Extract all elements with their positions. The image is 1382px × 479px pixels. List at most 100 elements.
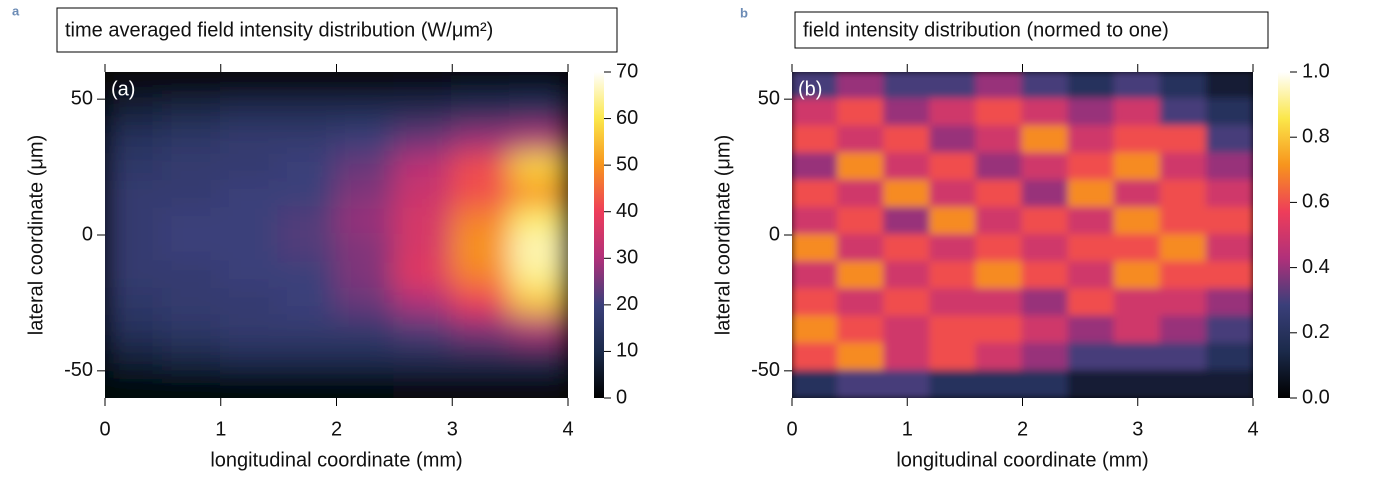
heat-cell (219, 72, 280, 101)
heat-cell (451, 206, 512, 236)
heat-cell (509, 179, 568, 209)
heat-cell (105, 288, 164, 318)
heat-cell (1159, 261, 1208, 291)
heat-cell (1021, 288, 1070, 318)
heat-cell (105, 206, 164, 236)
axes: 0 1 2 3 4 -50 0 50 longitudinal coordinate (mm) l… (25, 60, 638, 471)
heat-cell (161, 234, 222, 264)
heat-cell (393, 179, 454, 209)
heat-cell (219, 288, 280, 318)
heat-cell (837, 125, 886, 155)
heat-cell (975, 288, 1024, 318)
chart-title: time averaged field intensity distributi… (65, 19, 493, 41)
heat-cell (1205, 72, 1253, 101)
plot-area (792, 72, 1253, 398)
heat-cell (335, 152, 396, 182)
heat-cell (837, 315, 886, 345)
heat-cell (1021, 342, 1070, 372)
heat-cell (1113, 342, 1162, 372)
colorbar-tick-label: 0.0 (1302, 386, 1330, 408)
colorbar-tick-label: 0.6 (1302, 191, 1330, 213)
heat-cell (929, 261, 978, 291)
heat-cell (509, 369, 568, 398)
heat-cell (975, 342, 1024, 372)
heat-cell (277, 125, 338, 155)
heat-cell (1113, 288, 1162, 318)
heat-cell (335, 315, 396, 345)
heat-cell (792, 342, 840, 372)
heat-cell (105, 152, 164, 182)
heat-cell (792, 152, 840, 182)
heat-cell (1159, 179, 1208, 209)
heat-cell (837, 179, 886, 209)
heat-cell (1159, 315, 1208, 345)
heat-cell (792, 179, 840, 209)
heat-cell (1113, 234, 1162, 264)
axes: 0 1 2 3 4 -50 0 50 longitudinal coordinate (mm) l… (712, 60, 1330, 471)
heat-cell (161, 152, 222, 182)
heat-cell (219, 98, 280, 128)
heat-cell (335, 179, 396, 209)
colorbar-tick-label: 10 (616, 340, 638, 362)
title-box (794, 11, 1269, 49)
heat-cell (975, 72, 1024, 101)
heat-cell (1205, 179, 1253, 209)
x-tick-label: 1 (902, 418, 913, 440)
heat-cell (451, 72, 512, 101)
heat-cell (105, 125, 164, 155)
heat-cell (277, 234, 338, 264)
y-axis-label: lateral coordinate (μm) (712, 135, 734, 336)
heat-cell (161, 342, 222, 372)
heat-cell (219, 152, 280, 182)
heat-cell (393, 288, 454, 318)
heat-cell (161, 206, 222, 236)
heat-cell (929, 125, 978, 155)
heat-cell (335, 234, 396, 264)
heat-cell (883, 342, 932, 372)
heat-cell (393, 369, 454, 398)
panel-letter: a (12, 3, 20, 18)
heat-cell (509, 234, 568, 264)
heat-cell (929, 288, 978, 318)
x-tick-label: 1 (215, 418, 226, 440)
heat-cell (975, 152, 1024, 182)
heat-cell (1067, 72, 1116, 101)
heat-cell (277, 342, 338, 372)
heat-cell (393, 206, 454, 236)
heat-cell (883, 125, 932, 155)
inset-label: (a) (111, 78, 135, 100)
heat-cell (219, 234, 280, 264)
heat-cell (792, 261, 840, 291)
x-tick-label: 3 (1132, 418, 1143, 440)
heat-cell (792, 72, 840, 101)
x-tick-label: 4 (562, 418, 573, 440)
heat-cell (1021, 72, 1070, 101)
y-axis-label: lateral coordinate (μm) (25, 135, 47, 336)
heat-cell (277, 288, 338, 318)
x-tick-label: 0 (99, 418, 110, 440)
heat-cell (161, 288, 222, 318)
heat-cell (883, 261, 932, 291)
x-axis-label: longitudinal coordinate (mm) (896, 449, 1148, 471)
colorbar-tick-label: 0.8 (1302, 125, 1330, 147)
heat-cell (1205, 206, 1253, 236)
heat-cell (277, 179, 338, 209)
heat-cell (1067, 206, 1116, 236)
heat-cell (1113, 206, 1162, 236)
heat-cell (509, 152, 568, 182)
heat-cell (277, 152, 338, 182)
heat-cell (1067, 125, 1116, 155)
colorbar-tick-label: 30 (616, 247, 638, 269)
heat-cell (1021, 369, 1070, 398)
heat-cell (277, 72, 338, 101)
heat-cell (975, 179, 1024, 209)
heat-cell (1067, 288, 1116, 318)
heat-cell (792, 315, 840, 345)
heat-cell (883, 234, 932, 264)
y-tick-label: 0 (769, 223, 780, 245)
heat-cell (1021, 179, 1070, 209)
panel-letter: b (740, 5, 748, 20)
y-tick-label: -50 (751, 359, 780, 381)
heat-cell (837, 152, 886, 182)
